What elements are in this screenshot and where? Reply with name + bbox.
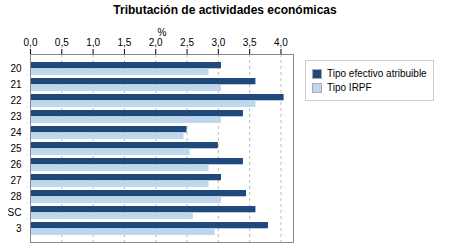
svg-text:2,0: 2,0 <box>149 37 163 48</box>
svg-text:27: 27 <box>10 175 22 186</box>
svg-text:3,0: 3,0 <box>211 37 225 48</box>
svg-text:3,5: 3,5 <box>243 37 257 48</box>
svg-text:20: 20 <box>10 63 22 74</box>
svg-text:21: 21 <box>10 79 22 90</box>
html-text:Tipo efectivo atribuible: Tipo efectivo atribuible <box>327 68 427 79</box>
html-text:Tributación de actividades eco: Tributación de actividades económicas <box>113 3 337 17</box>
svg-text:SC: SC <box>8 207 22 218</box>
svg-text:24: 24 <box>10 127 22 138</box>
svg-text:25: 25 <box>10 143 22 154</box>
svg-text:28: 28 <box>10 191 22 202</box>
svg-text:3: 3 <box>16 223 22 234</box>
svg-text:26: 26 <box>10 159 22 170</box>
svg-text:4,0: 4,0 <box>274 37 288 48</box>
html-text:Tipo IRPF: Tipo IRPF <box>327 82 372 93</box>
svg-text:0,5: 0,5 <box>55 37 69 48</box>
svg-text:1,0: 1,0 <box>86 37 100 48</box>
svg-text:1,5: 1,5 <box>117 37 131 48</box>
svg-text:%: % <box>158 27 167 38</box>
svg-text:23: 23 <box>10 111 22 122</box>
svg-text:2,5: 2,5 <box>180 37 194 48</box>
svg-text:0,0: 0,0 <box>24 37 38 48</box>
svg-text:22: 22 <box>10 95 22 106</box>
